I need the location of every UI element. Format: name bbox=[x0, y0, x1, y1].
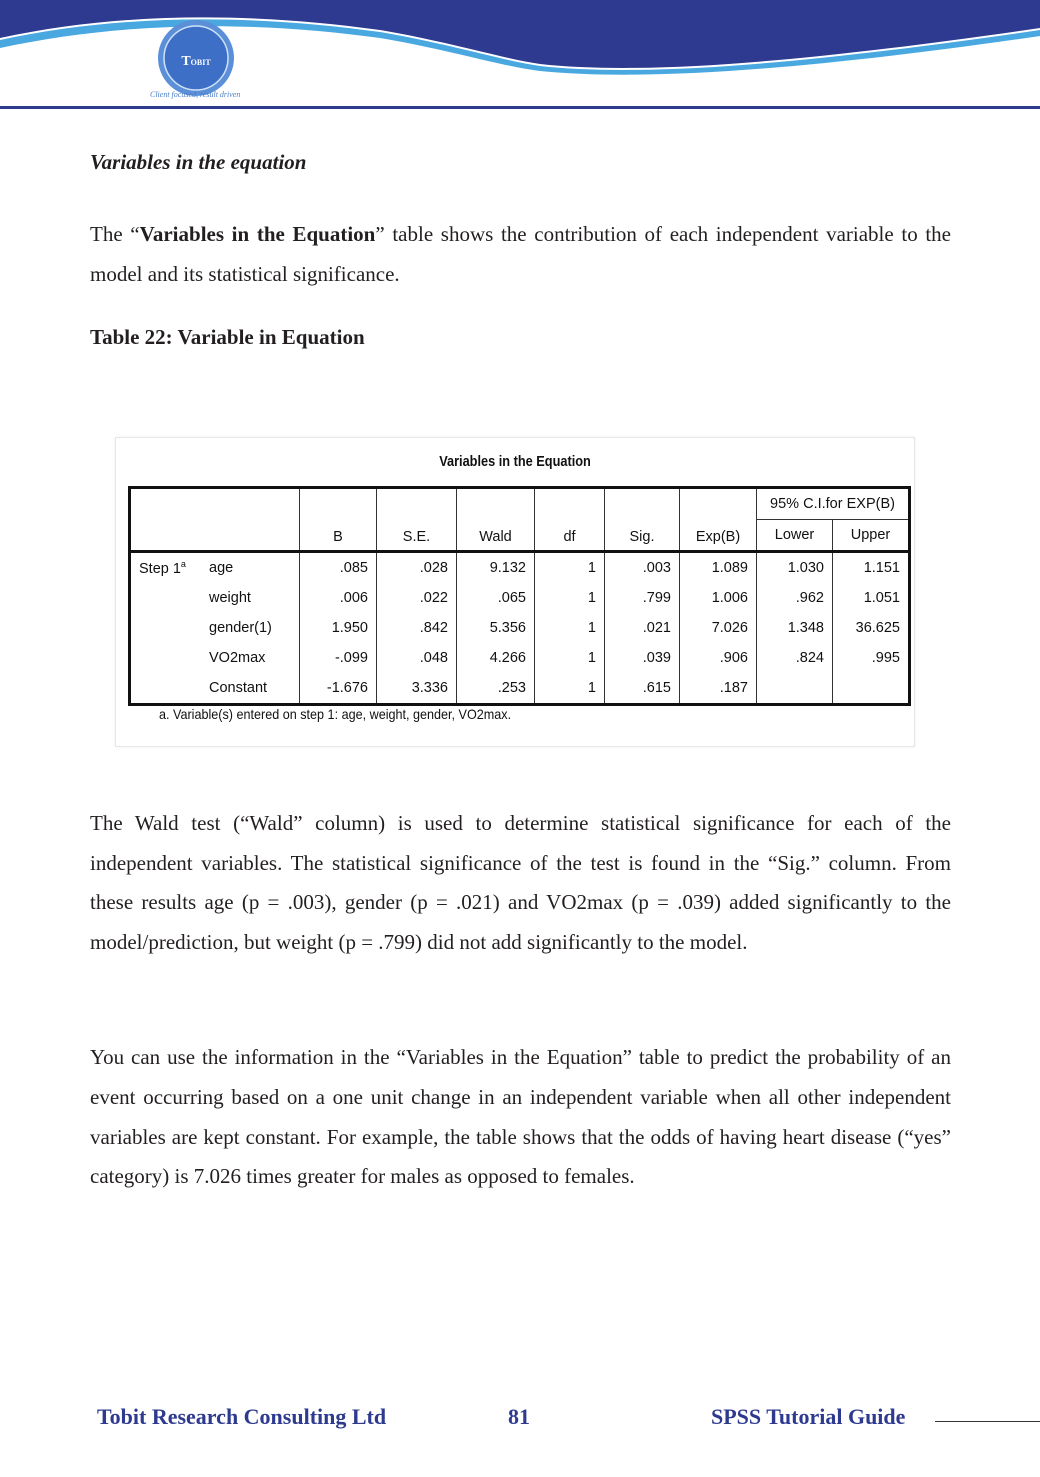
cell: .006 bbox=[299, 583, 377, 613]
col-header: df bbox=[534, 487, 605, 553]
col-header: B bbox=[299, 487, 377, 553]
cell: 9.132 bbox=[456, 551, 535, 583]
col-header: S.E. bbox=[376, 487, 457, 553]
cell: 1.151 bbox=[832, 551, 910, 583]
cell: .048 bbox=[376, 643, 457, 673]
ci-header: 95% C.I.for EXP(B) bbox=[756, 487, 910, 520]
odds-paragraph: You can use the information in the “Vari… bbox=[90, 1045, 951, 1189]
cell: .039 bbox=[604, 643, 680, 673]
cell: 4.266 bbox=[456, 643, 535, 673]
variable-name: VO2max bbox=[209, 650, 266, 666]
cell: 36.625 bbox=[832, 613, 910, 643]
bold-text: Variables in the Equation bbox=[139, 222, 376, 246]
cell: 1 bbox=[534, 613, 605, 643]
cell: 5.356 bbox=[456, 613, 535, 643]
col-header: Upper bbox=[832, 519, 910, 553]
cell: 1 bbox=[534, 551, 605, 583]
cell: .003 bbox=[604, 551, 680, 583]
cell: .253 bbox=[456, 673, 535, 705]
footer-company: Tobit Research Consulting Ltd bbox=[97, 1404, 387, 1429]
cell: 1.030 bbox=[756, 551, 833, 583]
text: The “ bbox=[90, 222, 140, 246]
variable-name: gender(1) bbox=[209, 620, 272, 636]
cell: -.099 bbox=[299, 643, 377, 673]
table-row: gender(1) 1.950.842 5.356 1.021 7.026 1.348 36… bbox=[130, 613, 910, 643]
cell: 1 bbox=[534, 583, 605, 613]
cell: .085 bbox=[299, 551, 377, 583]
cell: -1.676 bbox=[299, 673, 377, 705]
variable-name: weight bbox=[209, 590, 251, 606]
col-header: Exp(B) bbox=[679, 487, 757, 553]
cell bbox=[832, 673, 910, 705]
cell: .028 bbox=[376, 551, 457, 583]
cell: .995 bbox=[832, 643, 910, 673]
variable-name: Constant bbox=[209, 680, 268, 696]
cell: 1.950 bbox=[299, 613, 377, 643]
cell: .021 bbox=[604, 613, 680, 643]
text: ” table shows the contribution of each i… bbox=[90, 222, 951, 286]
page-number: 81 bbox=[508, 1404, 530, 1429]
cell: .065 bbox=[456, 583, 535, 613]
section-heading: Variables in the equation bbox=[90, 150, 307, 174]
cell: 7.026 bbox=[679, 613, 757, 643]
cell: .799 bbox=[604, 583, 680, 613]
cell: .906 bbox=[679, 643, 757, 673]
table-row: Step 1a age .085.028 9.132 1.003 1.089 1.030 1.… bbox=[130, 551, 910, 583]
cell bbox=[756, 673, 833, 705]
col-header: Lower bbox=[756, 519, 833, 553]
cell: 1.006 bbox=[679, 583, 757, 613]
variables-table: B S.E. Wald df Sig. Exp(B) 95% C.I.for E… bbox=[128, 486, 911, 706]
table-row: VO2max -.099.048 4.266 1.039.906.824.995 bbox=[130, 643, 910, 673]
cell: 1 bbox=[534, 643, 605, 673]
cell: .022 bbox=[376, 583, 457, 613]
cell: .187 bbox=[679, 673, 757, 705]
cell: 1.051 bbox=[832, 583, 910, 613]
cell: 3.336 bbox=[376, 673, 457, 705]
cell: .842 bbox=[376, 613, 457, 643]
svg-text:TOBIT: TOBIT bbox=[181, 54, 211, 69]
header-banner: TOBIT bbox=[0, 0, 1040, 109]
wald-paragraph: The Wald test (“Wald” column) is used to… bbox=[90, 811, 951, 954]
logo-icon: TOBIT bbox=[158, 20, 234, 96]
cell: 1 bbox=[534, 673, 605, 705]
cell: .962 bbox=[756, 583, 833, 613]
footer-rule bbox=[935, 1421, 1040, 1422]
cell: .824 bbox=[756, 643, 833, 673]
cell: 1.089 bbox=[679, 551, 757, 583]
cell: .615 bbox=[604, 673, 680, 705]
variable-name: age bbox=[209, 560, 234, 576]
intro-paragraph: The “Variables in the Equation” table sh… bbox=[90, 214, 951, 294]
cell: 1.348 bbox=[756, 613, 833, 643]
table-row: weight .006.022.065 1.799 1.006.962 1.051 bbox=[130, 583, 910, 613]
table-row: Constant -1.676 3.336.253 1.615.187 bbox=[130, 673, 910, 705]
col-header: Wald bbox=[456, 487, 535, 553]
table-title: Variables in the Equation bbox=[439, 453, 591, 470]
footer-guide-title: SPSS Tutorial Guide bbox=[711, 1404, 906, 1429]
table-caption: Table 22: Variable in Equation bbox=[90, 325, 365, 349]
logo-tagline: Client focused, result driven bbox=[150, 90, 241, 99]
step-label: Step 1a bbox=[139, 559, 186, 577]
col-header: Sig. bbox=[604, 487, 680, 553]
table-footnote: a. Variable(s) entered on step 1: age, w… bbox=[159, 706, 512, 722]
spss-output-table: Variables in the Equation B S.E. Wald df… bbox=[115, 437, 915, 747]
